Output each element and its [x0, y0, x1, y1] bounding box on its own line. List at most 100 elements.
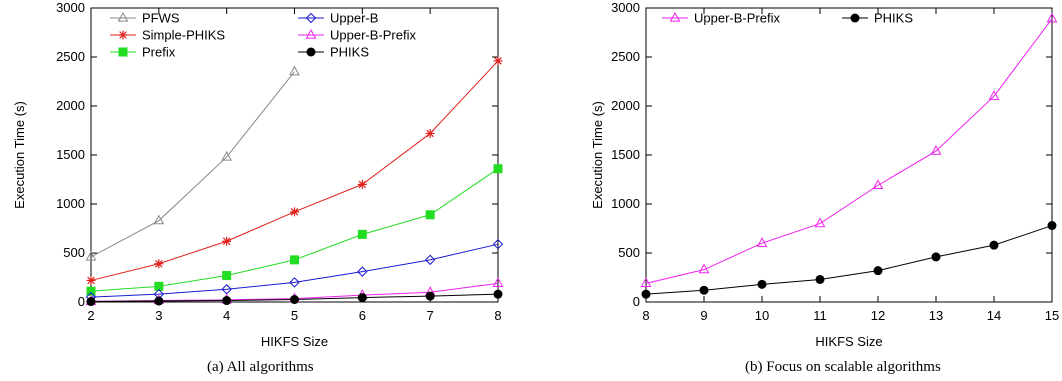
legend-item-upper-b-prefix: Upper-B-Prefix: [298, 28, 416, 43]
legend-marker: [850, 13, 860, 23]
data-point-simple-phiks: [290, 207, 299, 217]
y-axis-label: Execution Time (s): [12, 101, 27, 209]
x-tick-label: 5: [291, 308, 298, 323]
data-point-simple-phiks: [86, 275, 96, 285]
data-point-upper-b: [357, 266, 368, 277]
data-point-prefix: [154, 281, 164, 291]
data-point-phiks: [815, 274, 825, 284]
data-point-phiks: [86, 297, 96, 307]
legend-label: PFWS: [142, 11, 180, 26]
data-point-phiks: [699, 285, 709, 295]
data-point-upper-b: [424, 254, 436, 266]
y-tick-label: 500: [63, 245, 85, 260]
x-tick-label: 7: [427, 308, 434, 323]
series-simple-phiks: [86, 56, 503, 285]
data-point-phiks: [425, 291, 435, 301]
data-point-upper-b-prefix: [698, 263, 710, 274]
data-point-phiks: [154, 296, 164, 306]
x-axis-label: HIKFS Size: [261, 334, 328, 349]
legend-label: Upper-B-Prefix: [694, 11, 780, 26]
x-tick-label: 12: [871, 308, 885, 323]
legend-marker: [306, 47, 316, 57]
series-line-phiks: [645, 225, 1053, 295]
data-point-simple-phiks: [154, 259, 164, 269]
legend-marker: [118, 30, 128, 40]
legend-marker: [669, 11, 681, 22]
chart-b: 0 500 1000 1500 2000 2500 3000 8 9 10 11 12 13 14 15 HI…: [590, 0, 1059, 375]
data-point-phiks: [357, 293, 367, 303]
y-tick-label: 2000: [56, 98, 85, 113]
legend-label: Prefix: [142, 45, 176, 60]
chart-a: 0 500 1000 1500 2000 2500 3000 2 3 4 5 6 7 8 HIKFS Siz…: [12, 0, 504, 375]
data-point-simple-phiks: [357, 179, 367, 189]
plot-frame: [645, 7, 1053, 303]
series-phiks: [641, 221, 1057, 299]
data-point-phiks: [989, 240, 999, 250]
series-upper-b-prefix: [640, 12, 1058, 288]
x-tick-label: 10: [755, 308, 769, 323]
series-phiks: [86, 289, 503, 307]
y-tick-label: 3000: [611, 0, 640, 15]
data-point-prefix: [86, 286, 96, 296]
x-tick-label: 3: [155, 308, 162, 323]
chart-caption: (a) All algorithms: [207, 359, 314, 375]
legend-marker: [305, 12, 317, 24]
legend-label: Upper-B: [330, 11, 378, 26]
data-point-prefix: [357, 229, 367, 239]
y-tick-label: 2500: [56, 49, 85, 64]
data-point-phiks: [222, 296, 232, 306]
y-tick-label: 3000: [56, 0, 85, 15]
x-tick-label: 8: [642, 308, 649, 323]
series-line-upper-b: [90, 243, 499, 298]
data-point-upper-b-prefix: [492, 277, 504, 288]
data-point-prefix: [222, 271, 232, 281]
data-point-upper-b: [221, 284, 232, 295]
data-point-phiks: [493, 289, 503, 299]
x-tick-label: 6: [359, 308, 366, 323]
series-line-prefix: [90, 168, 499, 292]
legend-item-upper-b: Upper-B: [298, 11, 378, 26]
legend-label: Upper-B-Prefix: [330, 28, 416, 43]
data-point-upper-b-prefix: [814, 217, 826, 228]
x-tick-label: 8: [494, 308, 501, 323]
x-tick-label: 13: [929, 308, 943, 323]
y-tick-label: 1000: [611, 196, 640, 211]
y-tick-label: 2000: [611, 98, 640, 113]
legend-marker: [117, 11, 129, 22]
legend-marker: [305, 28, 317, 39]
x-tick-label: 15: [1045, 308, 1059, 323]
y-axis-label: Execution Time (s): [590, 101, 605, 209]
data-point-prefix: [493, 164, 503, 174]
y-tick-label: 1500: [611, 147, 640, 162]
legend-item-phiks: PHIKS: [298, 45, 369, 60]
x-tick-label: 4: [223, 308, 230, 323]
data-point-upper-b-prefix: [756, 237, 768, 247]
legend-item-pfws: PFWS: [110, 11, 180, 26]
data-point-phiks: [641, 289, 651, 299]
data-point-pfws: [221, 150, 233, 161]
series-prefix: [86, 164, 503, 296]
y-tick-label: 1000: [56, 196, 85, 211]
legend: Upper-B-Prefix PHIKS: [662, 11, 913, 26]
x-tick-label: 11: [813, 308, 827, 323]
x-tick-label: 14: [987, 308, 1001, 323]
data-point-upper-b-prefix: [930, 145, 942, 155]
data-point-pfws: [289, 65, 300, 76]
data-point-upper-b: [492, 238, 504, 250]
series-line-pfws: [90, 71, 295, 258]
legend-label: PHIKS: [330, 45, 369, 60]
data-point-upper-b-prefix: [640, 277, 652, 288]
y-tick-label: 0: [633, 294, 640, 309]
data-point-phiks: [1047, 221, 1057, 231]
x-axis-label: HIKFS Size: [815, 334, 882, 349]
legend-item-prefix: Prefix: [110, 45, 176, 60]
data-point-upper-b-prefix: [988, 90, 1000, 100]
data-point-phiks: [757, 279, 767, 289]
legend-marker: [118, 47, 128, 57]
y-tick-label: 1500: [56, 147, 85, 162]
legend: PFWS Simple-PHIKS Prefix Upper-B Upper-B-Pre…: [110, 11, 416, 60]
data-point-prefix: [425, 210, 435, 220]
legend-item-upper-b-prefix: Upper-B-Prefix: [662, 11, 780, 26]
x-tick-label: 2: [87, 308, 94, 323]
legend-item-simple-phiks: Simple-PHIKS: [110, 28, 225, 43]
